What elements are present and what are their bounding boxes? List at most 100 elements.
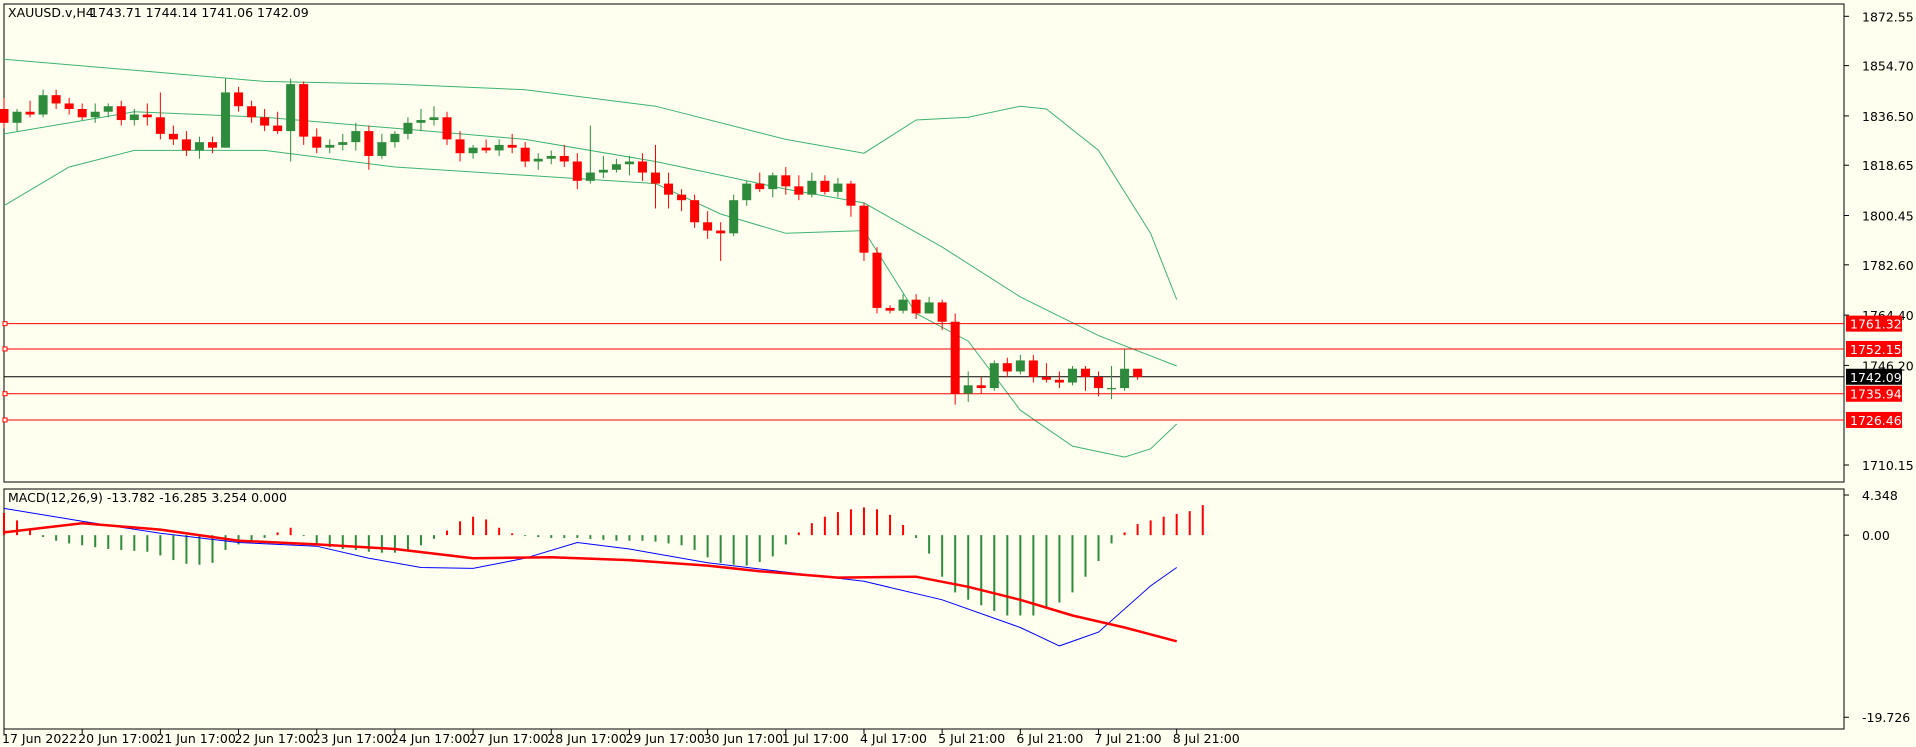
macd-tick-label: 4.348	[1862, 488, 1898, 503]
candle-body	[963, 385, 973, 394]
price-tick-label: 1836.50	[1862, 109, 1914, 124]
price-tick-label: 1800.45	[1862, 209, 1914, 224]
candle-body	[533, 158, 543, 162]
candle-body	[664, 183, 674, 195]
candle-body	[129, 114, 139, 121]
candle-body	[481, 147, 491, 151]
time-tick-label: 23 Jun 17:00	[313, 731, 392, 746]
candle-body	[0, 108, 9, 123]
level-badge	[1846, 340, 1902, 357]
candle-body	[1094, 377, 1104, 389]
candle-body	[807, 180, 817, 195]
macd-pane	[3, 488, 1845, 730]
candle-body	[794, 186, 804, 195]
candle-body	[364, 131, 374, 156]
level-badge-label: 1761.32	[1850, 317, 1902, 332]
time-tick-label: 21 Jun 17:00	[156, 731, 235, 746]
candle-body	[520, 147, 530, 162]
candle-body	[338, 142, 348, 145]
candle-body	[247, 106, 257, 118]
chart-header-symbol: XAUUSD.v,H4	[8, 5, 94, 20]
level-anchor	[2, 391, 8, 397]
macd-line	[3, 507, 1177, 647]
candle-body	[546, 155, 556, 159]
candle-body	[312, 136, 322, 148]
time-tick-label: 17 Jun 2022	[2, 731, 77, 746]
candles	[0, 78, 1143, 405]
price-levels	[2, 321, 1844, 423]
price-tick-label: 1782.60	[1862, 258, 1914, 273]
candle-body	[377, 142, 387, 156]
candle-body	[742, 183, 752, 201]
level-badge-label: 1726.46	[1850, 413, 1902, 428]
candle-body	[299, 84, 309, 137]
candle-body	[194, 142, 204, 151]
candle-body	[989, 363, 999, 389]
candle-body	[651, 172, 660, 184]
candle-body	[494, 144, 504, 151]
candle-body	[273, 125, 283, 132]
candle-body	[1041, 377, 1051, 380]
time-tick-label: 7 Jul 21:00	[1095, 731, 1162, 746]
time-tick-label: 6 Jul 21:00	[1016, 731, 1083, 746]
candle-body	[846, 183, 856, 206]
time-tick-label: 20 Jun 17:00	[78, 731, 157, 746]
candle-body	[924, 302, 934, 314]
candle-body	[1080, 368, 1090, 378]
bollinger-lower	[3, 149, 1178, 458]
signal-line	[3, 521, 1178, 643]
candle-body	[155, 117, 165, 134]
price-tick-label: 1872.55	[1862, 9, 1914, 24]
time-tick-label: 28 Jun 17:00	[547, 731, 626, 746]
price-tick-label: 1818.65	[1862, 158, 1914, 173]
level-badge	[1846, 411, 1902, 428]
candle-body	[234, 92, 244, 107]
candle-body	[611, 164, 621, 170]
candle-body	[1107, 388, 1117, 390]
candle-body	[12, 111, 22, 123]
level-anchor	[2, 321, 8, 327]
candle-body	[1133, 368, 1143, 378]
candle-body	[1120, 368, 1130, 389]
level-anchor	[2, 346, 8, 352]
current-price-label: 1742.09	[1850, 370, 1902, 385]
candle-body	[403, 122, 413, 134]
candle-body	[221, 92, 231, 148]
candle-body	[1067, 368, 1077, 383]
candle-body	[559, 155, 569, 162]
candle-body	[77, 108, 87, 118]
time-tick-label: 30 Jun 17:00	[704, 731, 783, 746]
candle-body	[351, 131, 361, 143]
candle-body	[442, 117, 452, 140]
candle-body	[937, 302, 947, 322]
candle-body	[885, 307, 895, 311]
candle-body	[390, 133, 400, 143]
level-badge-label: 1735.94	[1850, 387, 1902, 402]
candle-body	[703, 222, 713, 231]
price-tick-label: 1854.70	[1862, 59, 1914, 74]
candle-body	[572, 161, 582, 181]
time-tick-label: 22 Jun 17:00	[235, 731, 314, 746]
bollinger-upper	[3, 58, 1178, 300]
candle-body	[25, 111, 35, 115]
macd-tick-label: -19.726	[1862, 710, 1910, 725]
candle-body	[624, 161, 634, 165]
macd-plot	[3, 505, 1204, 647]
candle-body	[781, 175, 791, 187]
candle-body	[1015, 360, 1025, 372]
candle-body	[690, 200, 700, 223]
macd-tick-label: 0.00	[1862, 528, 1890, 543]
time-tick-label: 24 Jun 17:00	[391, 731, 470, 746]
candle-body	[833, 183, 843, 192]
candle-body	[507, 144, 517, 148]
current-price-badge	[1846, 368, 1902, 385]
level-badge	[1846, 385, 1902, 402]
candle-body	[820, 180, 830, 192]
candle-body	[729, 200, 739, 234]
time-tick-label: 5 Jul 21:00	[938, 731, 1005, 746]
macd-axis: 4.348 0.00 -19.726	[1844, 488, 1910, 725]
candle-body	[142, 114, 152, 118]
candle-body	[103, 106, 113, 112]
price-axis: 1872.55 1854.70 1836.50 1818.65 1800.45 1782.…	[1844, 9, 1914, 473]
